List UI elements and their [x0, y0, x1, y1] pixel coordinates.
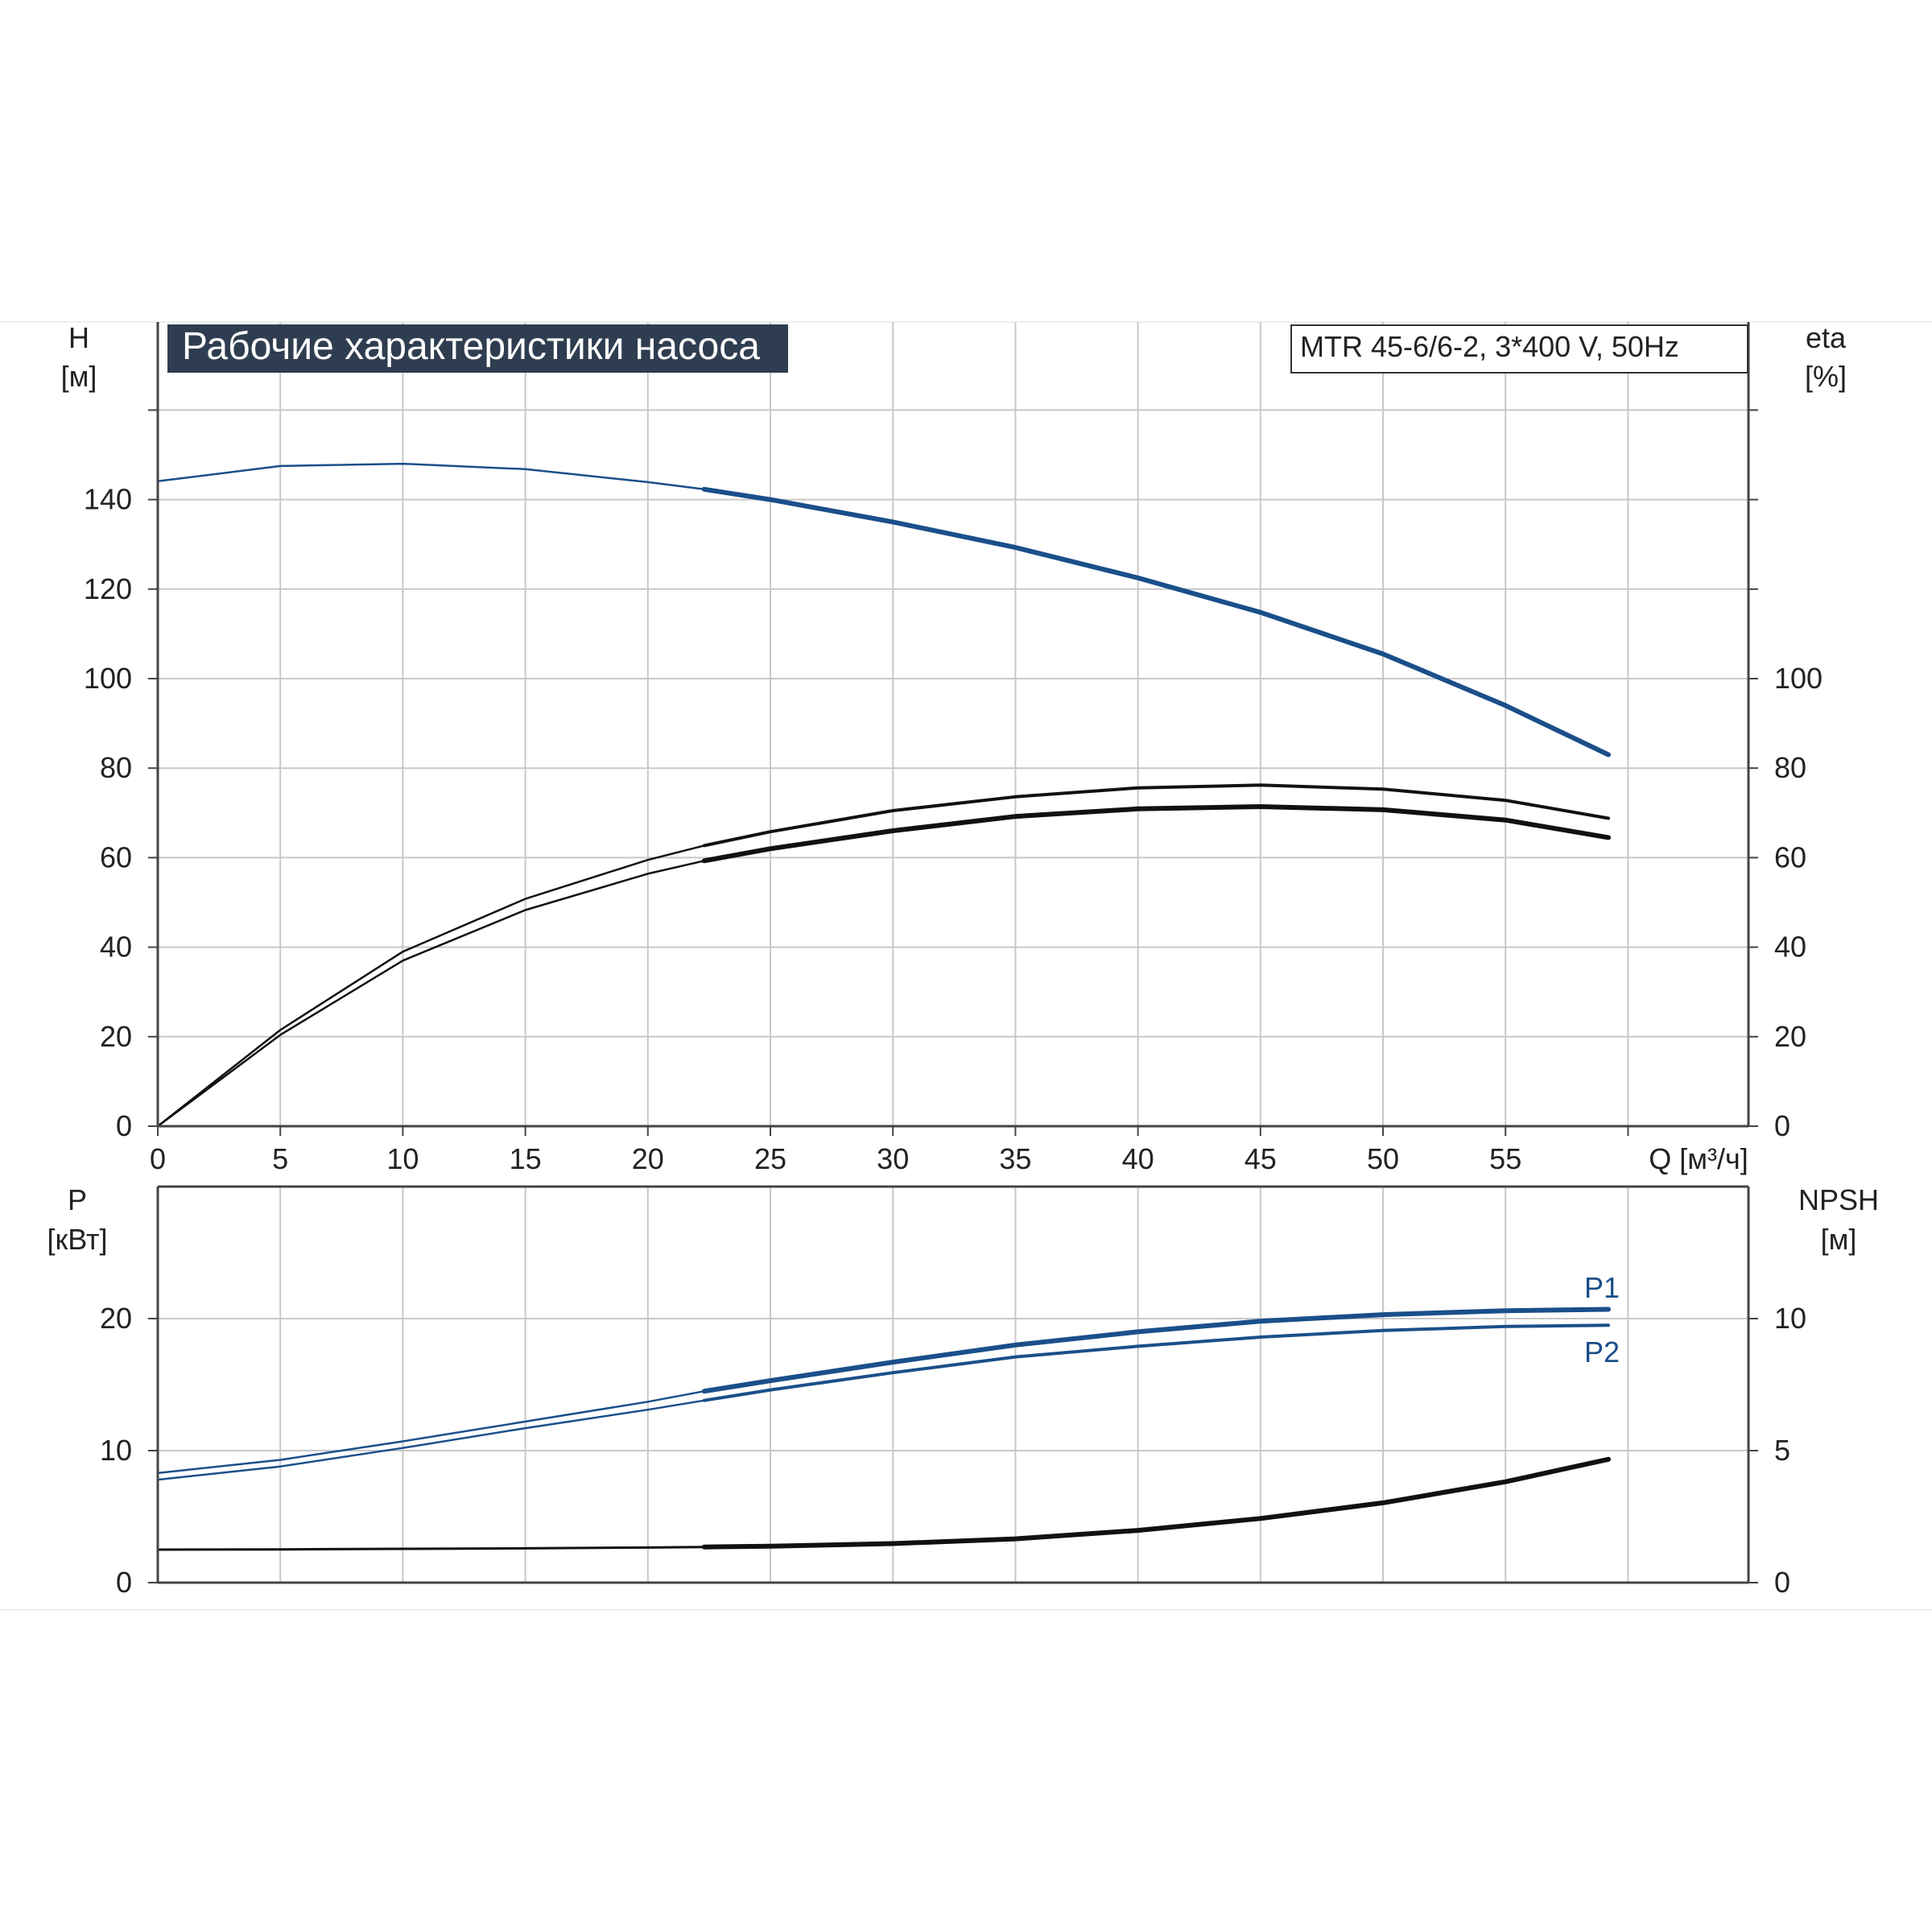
eta-curve-1-thin — [156, 844, 706, 1128]
lower-series-group — [156, 1307, 1611, 1551]
lower-left-axis-unit: [кВт] — [47, 1223, 107, 1256]
eta-curve-2-thin — [156, 860, 706, 1128]
lower-right-tick-label: 0 — [1774, 1566, 1790, 1599]
lower-right-axis-title: NPSH — [1798, 1183, 1879, 1216]
x-tick-label: 55 — [1489, 1142, 1521, 1175]
npsh-curve-thick — [701, 1456, 1611, 1550]
x-tick-label: 35 — [999, 1142, 1031, 1175]
lower-right-tick-label: 10 — [1774, 1302, 1806, 1335]
x-tick-label: 0 — [150, 1142, 166, 1175]
upper-grid — [158, 322, 1748, 1126]
x-tick-label: 50 — [1367, 1142, 1399, 1175]
x-axis-title: Q [м³/ч] — [1649, 1142, 1748, 1175]
x-tick-label: 15 — [510, 1142, 542, 1175]
chart-title-badge: Рабочие характеристики насоса — [167, 324, 788, 373]
upper-right-axis-unit: [%] — [1805, 360, 1847, 393]
upper-right-axis-title: eta — [1806, 321, 1847, 354]
series-label-p2: P2 — [1584, 1335, 1620, 1368]
upper-left-tick-label: 0 — [116, 1109, 132, 1142]
x-tick-label: 45 — [1245, 1142, 1277, 1175]
model-label-box: MTR 45-6/6-2, 3*400 V, 50Hz — [1290, 324, 1748, 374]
power-curve-p1-thin — [156, 1389, 706, 1475]
lower-axes — [148, 1185, 1758, 1584]
head-curve-thin — [156, 462, 706, 491]
power-curve-p1-thick — [701, 1307, 1611, 1394]
lower-right-axis-unit: [м] — [1821, 1223, 1857, 1256]
upper-series-group — [156, 462, 1611, 1128]
title-badge-background — [167, 324, 788, 373]
upper-right-tick-label: 100 — [1774, 662, 1823, 695]
eta-curve-1-thick — [702, 783, 1610, 848]
lower-right-tick-label: 5 — [1774, 1434, 1790, 1467]
head-curve-thick — [701, 486, 1611, 758]
lower-left-tick-label: 20 — [100, 1302, 132, 1335]
x-tick-label: 10 — [386, 1142, 419, 1175]
npsh-curve-thin — [156, 1546, 706, 1551]
eta-curve-2-thick — [701, 804, 1611, 864]
lower-left-tick-label: 10 — [100, 1434, 132, 1467]
x-tick-label: 40 — [1122, 1142, 1154, 1175]
upper-right-tick-label: 80 — [1774, 751, 1806, 784]
x-tick-label: 25 — [754, 1142, 786, 1175]
upper-left-axis-title: H — [68, 321, 89, 354]
model-label-frame — [1290, 324, 1748, 374]
upper-right-tick-label: 0 — [1774, 1109, 1790, 1142]
upper-right-tick-label: 20 — [1774, 1020, 1806, 1053]
upper-left-tick-label: 100 — [84, 662, 132, 695]
x-tick-label: 30 — [877, 1142, 909, 1175]
chart-title: Рабочие характеристики насоса — [182, 325, 760, 368]
lower-grid — [158, 1187, 1748, 1583]
upper-left-axis-unit: [м] — [61, 360, 97, 393]
upper-left-tick-label: 60 — [100, 840, 132, 873]
power-curve-p2-thin — [156, 1399, 706, 1481]
model-label: MTR 45-6/6-2, 3*400 V, 50Hz — [1300, 330, 1679, 363]
lower-left-tick-label: 0 — [116, 1566, 132, 1599]
upper-left-tick-label: 20 — [100, 1020, 132, 1053]
series-label-p1: P1 — [1584, 1271, 1620, 1304]
upper-left-tick-label: 120 — [84, 572, 132, 605]
upper-left-tick-label: 140 — [84, 483, 132, 516]
upper-left-tick-label: 40 — [100, 931, 132, 964]
x-tick-label: 20 — [632, 1142, 664, 1175]
x-tick-label: 5 — [272, 1142, 288, 1175]
upper-right-tick-label: 60 — [1774, 840, 1806, 873]
power-curve-p2-thick — [702, 1323, 1610, 1402]
upper-left-tick-label: 80 — [100, 751, 132, 784]
lower-left-axis-title: P — [68, 1183, 87, 1216]
upper-axes — [148, 322, 1758, 1136]
upper-right-tick-label: 40 — [1774, 931, 1806, 964]
tick-labels-group: 0 5 10 15 20 25 30 35 40 45 50 55020406080100120140… — [84, 483, 1823, 1599]
